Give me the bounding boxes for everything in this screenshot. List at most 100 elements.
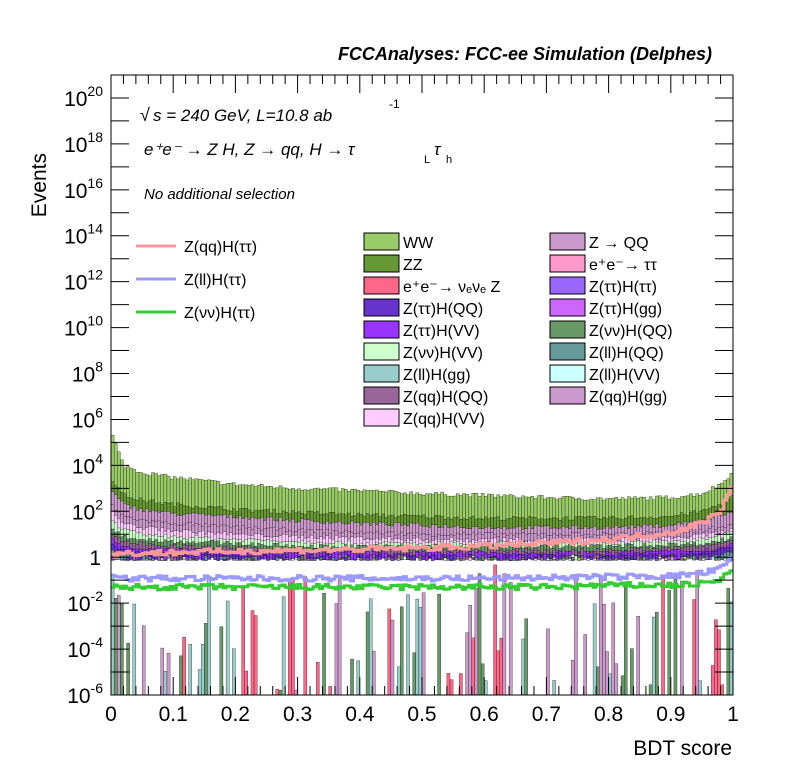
low-bin-bar — [602, 604, 606, 696]
low-bin-bar — [502, 573, 507, 696]
process-sub-h: h — [446, 154, 452, 166]
x-tick-label: 0.9 — [656, 703, 685, 726]
bin-bar — [552, 554, 556, 558]
low-bin-bar — [412, 652, 416, 696]
annotations: √ s = 240 GeV, L=10.8 ab -1 e⁺e⁻ → Z H, … — [140, 97, 452, 203]
bin-bar — [368, 554, 373, 560]
bin-bar — [599, 555, 603, 558]
bin-bar — [487, 558, 491, 561]
low-bin-bar — [275, 688, 280, 696]
bin-bar — [194, 556, 199, 559]
bin-bar — [365, 555, 370, 558]
low-bin-bar — [316, 662, 320, 696]
low-bin-bar — [592, 603, 597, 696]
bin-bar — [711, 551, 715, 555]
bin-bar — [322, 555, 326, 560]
bin-bar — [704, 556, 709, 560]
bin-bar — [260, 556, 264, 560]
bin-bar — [686, 556, 690, 558]
bin-bar — [219, 556, 224, 560]
bin-bar — [449, 555, 454, 561]
y-tick-label: 1010 — [64, 313, 103, 341]
bin-bar — [266, 556, 270, 558]
low-bin-bar — [651, 616, 656, 696]
bin-bar — [679, 553, 684, 557]
bin-bar — [319, 553, 323, 557]
bin-bar — [698, 553, 703, 555]
bin-bar — [378, 554, 382, 557]
bin-bar — [683, 558, 687, 560]
process-sub-l: L — [424, 154, 430, 166]
bin-bar — [359, 553, 364, 556]
legend-swatch — [549, 342, 586, 361]
legend-swatch — [549, 298, 586, 317]
low-bin-bar — [661, 575, 665, 696]
bin-bar — [440, 554, 444, 557]
x-tick-label: 0 — [105, 703, 117, 726]
bin-bar — [331, 557, 336, 561]
low-bin-bar — [250, 610, 255, 696]
bin-bar — [437, 552, 441, 560]
bin-bar — [288, 552, 292, 560]
bin-bar — [502, 554, 507, 561]
bin-bar — [518, 554, 522, 561]
bin-bar — [636, 552, 640, 556]
low-bin-bar — [449, 679, 454, 696]
bin-bar — [611, 555, 615, 559]
bin-bar — [213, 553, 217, 558]
bin-bar — [651, 554, 656, 557]
bin-bar — [232, 554, 236, 559]
low-bin-bar — [636, 615, 640, 696]
bin-bar — [291, 553, 295, 559]
bin-bar — [204, 557, 208, 561]
bin-bar — [689, 551, 693, 557]
x-tick-label: 0.8 — [594, 703, 623, 726]
bin-bar — [456, 552, 460, 557]
legend: Z(qq)H(ττ) Z(ll)H(ττ) Z(νν)H(ττ) WW ZZ e⁺e⁻→ … — [136, 232, 673, 428]
bin-bar — [225, 556, 230, 559]
chart-title: FCCAnalyses: FCC-ee Simulation (Delphes) — [338, 44, 712, 64]
legend-line-label: Z(ll)H(ττ) — [184, 272, 246, 289]
low-bin-bar — [126, 642, 130, 696]
bin-bar — [229, 557, 233, 559]
bin-bar — [661, 555, 665, 558]
low-bin-bar — [201, 644, 205, 696]
bin-bar — [471, 557, 476, 559]
y-tick-label: 108 — [72, 359, 103, 387]
legend-swatch — [363, 276, 400, 295]
legend-label: Z(ττ)H(VV) — [403, 323, 480, 340]
bin-bar — [431, 551, 435, 561]
bin-bar — [418, 552, 423, 555]
bin-bar — [285, 555, 289, 558]
bin-bar — [216, 554, 221, 560]
legend-swatch — [363, 232, 400, 251]
bin-bar — [297, 557, 301, 560]
bin-bar — [589, 552, 594, 560]
low-bin-bar — [387, 608, 392, 696]
bin-bar — [540, 552, 544, 555]
bin-bar — [596, 548, 600, 559]
low-bin-bar — [368, 598, 373, 696]
y-tick-label: 1018 — [64, 129, 103, 157]
legend-label: Z(qq)H(VV) — [403, 411, 485, 428]
bin-bar — [555, 552, 559, 560]
legend-swatch — [549, 232, 586, 251]
bin-bar — [571, 549, 575, 555]
bin-bar — [278, 555, 283, 558]
bin-bar — [698, 555, 703, 558]
bin-bar — [605, 556, 609, 561]
bin-bar — [412, 555, 416, 560]
bin-bar — [204, 553, 208, 556]
bin-bar — [530, 552, 535, 559]
legend-swatch — [363, 342, 400, 361]
bin-bar — [474, 557, 479, 561]
bin-bar — [564, 551, 569, 556]
bin-bar — [275, 557, 280, 561]
legend-label: e⁺e⁻→ νₑνₑ Z — [403, 279, 500, 296]
legend-line-label: Z(νν)H(ττ) — [184, 305, 255, 322]
bin-bar — [400, 554, 404, 556]
bin-bar — [683, 551, 687, 555]
low-bin-bar — [141, 625, 146, 696]
bin-bar — [546, 554, 550, 557]
low-bin-bar — [253, 615, 258, 696]
